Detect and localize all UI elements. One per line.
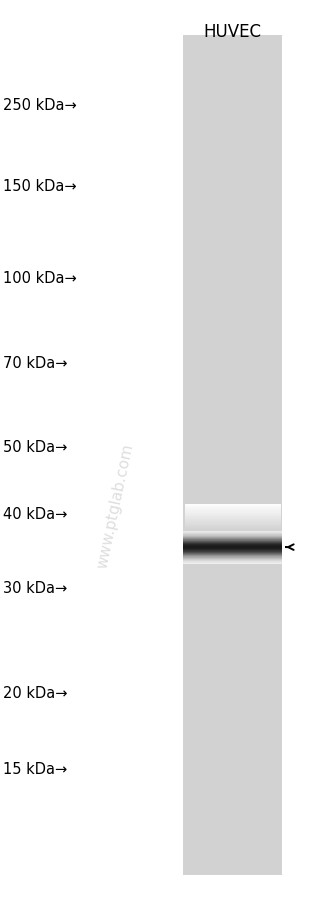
Bar (185, 520, 280, 521)
Text: 20 kDa→: 20 kDa→ (3, 686, 68, 700)
Bar (185, 510, 280, 511)
Bar (185, 512, 280, 513)
Bar (185, 530, 280, 531)
Text: 50 kDa→: 50 kDa→ (3, 440, 68, 455)
Text: 40 kDa→: 40 kDa→ (3, 507, 68, 521)
Bar (185, 525, 280, 526)
Bar (185, 515, 280, 516)
Bar (185, 517, 280, 518)
Bar (185, 526, 280, 527)
Text: 15 kDa→: 15 kDa→ (3, 761, 68, 776)
Bar (185, 505, 280, 506)
Bar (185, 504, 280, 505)
Bar (185, 514, 280, 515)
Bar (185, 516, 280, 517)
Text: www.ptglab.com: www.ptglab.com (95, 441, 136, 569)
Bar (185, 521, 280, 522)
Bar (183, 36, 282, 875)
Bar (185, 511, 280, 512)
Bar (185, 509, 280, 510)
Text: 150 kDa→: 150 kDa→ (3, 179, 77, 194)
Bar (185, 506, 280, 507)
Text: 30 kDa→: 30 kDa→ (3, 581, 68, 595)
Text: 70 kDa→: 70 kDa→ (3, 356, 68, 371)
Bar (185, 507, 280, 508)
Bar (185, 528, 280, 529)
Bar (185, 522, 280, 523)
Text: 100 kDa→: 100 kDa→ (3, 271, 77, 285)
Text: HUVEC: HUVEC (204, 23, 262, 41)
Bar (185, 523, 280, 524)
Bar (185, 527, 280, 528)
Text: 250 kDa→: 250 kDa→ (3, 98, 77, 113)
Bar (185, 518, 280, 519)
